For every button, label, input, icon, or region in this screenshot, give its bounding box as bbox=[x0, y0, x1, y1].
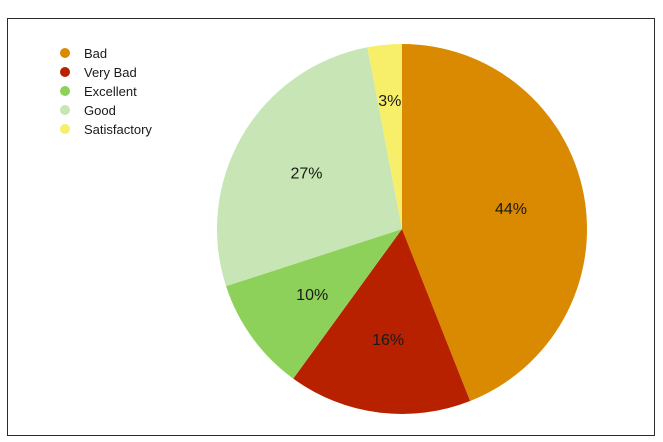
legend-item: Good bbox=[60, 101, 152, 119]
legend-swatch bbox=[60, 105, 70, 115]
pie-slice bbox=[293, 229, 471, 415]
pie-slice bbox=[402, 44, 588, 402]
slice-label: 27% bbox=[290, 166, 322, 183]
legend-label: Very Bad bbox=[84, 64, 137, 80]
legend: Bad Very Bad Excellent Good Satisfactory bbox=[60, 44, 152, 139]
legend-swatch bbox=[60, 86, 70, 96]
legend-label: Satisfactory bbox=[84, 121, 152, 137]
legend-label: Good bbox=[84, 102, 116, 118]
slice-label: 16% bbox=[372, 332, 404, 349]
legend-item: Very Bad bbox=[60, 63, 152, 81]
legend-item: Satisfactory bbox=[60, 120, 152, 138]
slice-label: 10% bbox=[296, 287, 328, 304]
slice-label: 44% bbox=[495, 201, 527, 218]
slice-label: 3% bbox=[378, 93, 401, 110]
legend-swatch bbox=[60, 67, 70, 77]
legend-swatch bbox=[60, 48, 70, 58]
pie-slice bbox=[367, 44, 402, 229]
legend-item: Bad bbox=[60, 44, 152, 62]
legend-swatch bbox=[60, 124, 70, 134]
legend-label: Bad bbox=[84, 45, 108, 61]
legend-item: Excellent bbox=[60, 82, 152, 100]
pie-slice bbox=[226, 229, 402, 379]
legend-label: Excellent bbox=[84, 83, 137, 99]
pie-slice bbox=[216, 47, 402, 287]
